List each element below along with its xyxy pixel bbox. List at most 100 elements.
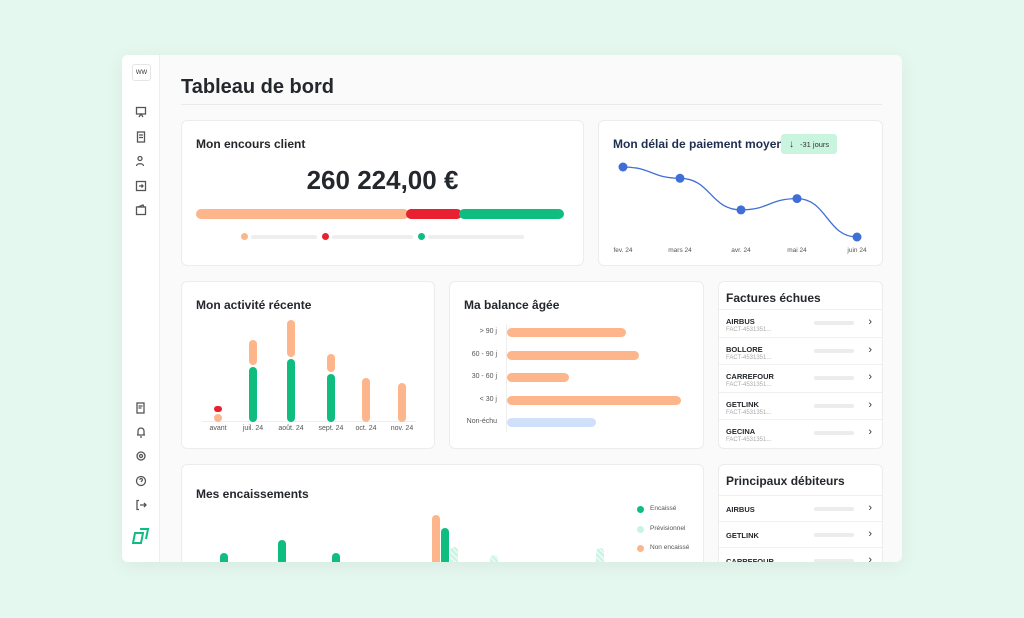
debtor-row[interactable]: CARREFOUR › bbox=[719, 547, 882, 562]
bar-non-encaissé[interactable] bbox=[327, 354, 335, 372]
axis-line bbox=[506, 324, 507, 432]
chevron-right-icon[interactable]: › bbox=[868, 343, 872, 356]
document-edit-icon[interactable] bbox=[135, 401, 147, 414]
debiteurs-card: Principaux débiteurs AIRBUS › GETLINK › CARR… bbox=[718, 464, 883, 562]
invoice-row[interactable]: AIRBUS FACT-4531351... › bbox=[719, 309, 882, 336]
x-tick-label: nov. 24 bbox=[390, 425, 414, 432]
bell-icon[interactable] bbox=[135, 425, 147, 438]
aging-bar[interactable] bbox=[507, 418, 596, 427]
legend-label: Encaissé bbox=[650, 505, 677, 512]
invoice-row[interactable]: GECINA FACT-4531351... › bbox=[719, 419, 882, 446]
page-title: Tableau de bord bbox=[181, 76, 334, 98]
bar-non-encaissé[interactable] bbox=[432, 515, 440, 562]
bar-non-encaissé[interactable] bbox=[214, 414, 222, 422]
bar-non-encaissé[interactable] bbox=[287, 320, 295, 357]
arrow-down-icon: ↓ bbox=[789, 138, 794, 150]
bar-encaissé[interactable] bbox=[278, 540, 286, 562]
y-tick-label: 30 - 60 j bbox=[471, 373, 497, 380]
chevron-right-icon[interactable]: › bbox=[868, 528, 872, 540]
x-tick-label: sept. 24 bbox=[318, 425, 344, 432]
bar-prévisionnel[interactable] bbox=[596, 548, 604, 562]
logout-icon[interactable] bbox=[135, 498, 147, 511]
activite-chart: avant juil. 24 août. 24 sept. 24 oct. 24 nov.… bbox=[182, 282, 436, 450]
app-window: WW Tableau de bord Mon encours client 26… bbox=[122, 55, 902, 562]
encours-segment bbox=[459, 209, 564, 219]
amount-placeholder bbox=[814, 321, 854, 325]
bar-encaissé[interactable] bbox=[332, 553, 340, 562]
chevron-right-icon[interactable]: › bbox=[868, 316, 872, 328]
users-icon[interactable] bbox=[135, 154, 147, 167]
chevron-right-icon[interactable]: › bbox=[868, 371, 872, 383]
amount-placeholder bbox=[814, 431, 854, 435]
bar-en-retard[interactable] bbox=[214, 406, 222, 412]
debtor-name: CARREFOUR bbox=[726, 557, 774, 562]
debtor-row[interactable]: GETLINK › bbox=[719, 521, 882, 547]
x-tick-label: fev. 24 bbox=[613, 247, 632, 254]
aging-bar[interactable] bbox=[507, 350, 639, 360]
legend-dot bbox=[637, 525, 644, 533]
aging-bar[interactable] bbox=[507, 395, 681, 405]
bar-non-encaissé[interactable] bbox=[249, 340, 257, 365]
delai-card: Mon délai de paiement moyen ↓ -31 jours f… bbox=[598, 120, 883, 266]
invoice-ref: FACT-4531351... bbox=[726, 327, 772, 333]
aging-bar[interactable] bbox=[507, 373, 569, 382]
x-tick-label: juil. 24 bbox=[242, 425, 264, 432]
y-tick-label: 60 - 90 j bbox=[471, 350, 497, 358]
amount-placeholder bbox=[814, 533, 854, 537]
x-tick-label: mars 24 bbox=[668, 247, 692, 254]
balance-chart: > 90 j 60 - 90 j 30 - 60 j < 30 j Non-échu bbox=[450, 282, 705, 450]
card-title: Ma balance âgée bbox=[464, 298, 560, 312]
encours-card: Mon encours client 260 224,00 € bbox=[181, 120, 584, 266]
invoice-row[interactable]: BOLLORE FACT-4531351... › bbox=[719, 336, 882, 364]
document-icon[interactable] bbox=[135, 130, 147, 143]
card-title: Principaux débiteurs bbox=[726, 474, 845, 488]
encours-segment bbox=[406, 209, 463, 219]
data-point[interactable] bbox=[792, 194, 802, 204]
legend-dot bbox=[418, 233, 425, 240]
amount-placeholder bbox=[814, 348, 854, 353]
x-tick-label: mai 24 bbox=[787, 247, 807, 254]
help-icon[interactable] bbox=[135, 474, 147, 487]
bar-non-encaissé[interactable] bbox=[362, 378, 370, 422]
bar-non-encaissé[interactable] bbox=[398, 383, 406, 422]
bar-prévisionnel[interactable] bbox=[450, 547, 458, 562]
legend-label: Prévisionnel bbox=[650, 524, 686, 532]
chevron-right-icon[interactable]: › bbox=[868, 554, 872, 562]
bar-encaissé[interactable] bbox=[441, 528, 449, 562]
bar-encaissé[interactable] bbox=[287, 359, 295, 422]
encaissements-chart bbox=[182, 465, 705, 562]
presentation-icon[interactable] bbox=[135, 105, 147, 118]
wallet-icon[interactable] bbox=[135, 203, 147, 216]
data-point[interactable] bbox=[675, 173, 685, 183]
bar-encaissé[interactable] bbox=[327, 374, 335, 422]
brand-logo-icon bbox=[131, 527, 150, 545]
bar-prévisionnel[interactable] bbox=[490, 555, 498, 562]
invoice-row[interactable]: CARREFOUR FACT-4531351... › bbox=[719, 364, 882, 391]
bar-encaissé[interactable] bbox=[220, 553, 228, 562]
card-title: Mon activité récente bbox=[196, 298, 312, 312]
legend-label: Non encaissé bbox=[650, 544, 690, 551]
y-tick-label: Non-échu bbox=[466, 418, 497, 425]
data-point[interactable] bbox=[618, 162, 628, 172]
baseline bbox=[202, 421, 416, 422]
legend-placeholder bbox=[332, 235, 413, 239]
avatar[interactable]: WW bbox=[132, 64, 151, 81]
settings-icon[interactable] bbox=[135, 449, 147, 461]
client-name: GETLINK bbox=[726, 399, 759, 409]
bar-encaissé[interactable] bbox=[249, 367, 257, 422]
invoice-arrow-icon[interactable] bbox=[135, 179, 147, 192]
divider bbox=[181, 104, 882, 105]
debtor-name: GETLINK bbox=[726, 531, 759, 540]
chevron-right-icon[interactable]: › bbox=[868, 426, 872, 438]
data-point[interactable] bbox=[852, 232, 862, 242]
invoice-row[interactable]: GETLINK FACT-4531351... › bbox=[719, 391, 882, 419]
debtor-row[interactable]: AIRBUS › bbox=[719, 495, 882, 521]
encours-segment bbox=[196, 209, 410, 219]
factures-card: Factures échues AIRBUS FACT-4531351... › BO… bbox=[718, 281, 883, 449]
chevron-right-icon[interactable]: › bbox=[868, 398, 872, 411]
invoice-ref: FACT-4531351... bbox=[726, 437, 772, 443]
delta-badge: ↓ -31 jours bbox=[781, 134, 838, 154]
chevron-right-icon[interactable]: › bbox=[868, 502, 872, 514]
data-point[interactable] bbox=[736, 205, 746, 215]
aging-bar[interactable] bbox=[507, 328, 626, 337]
